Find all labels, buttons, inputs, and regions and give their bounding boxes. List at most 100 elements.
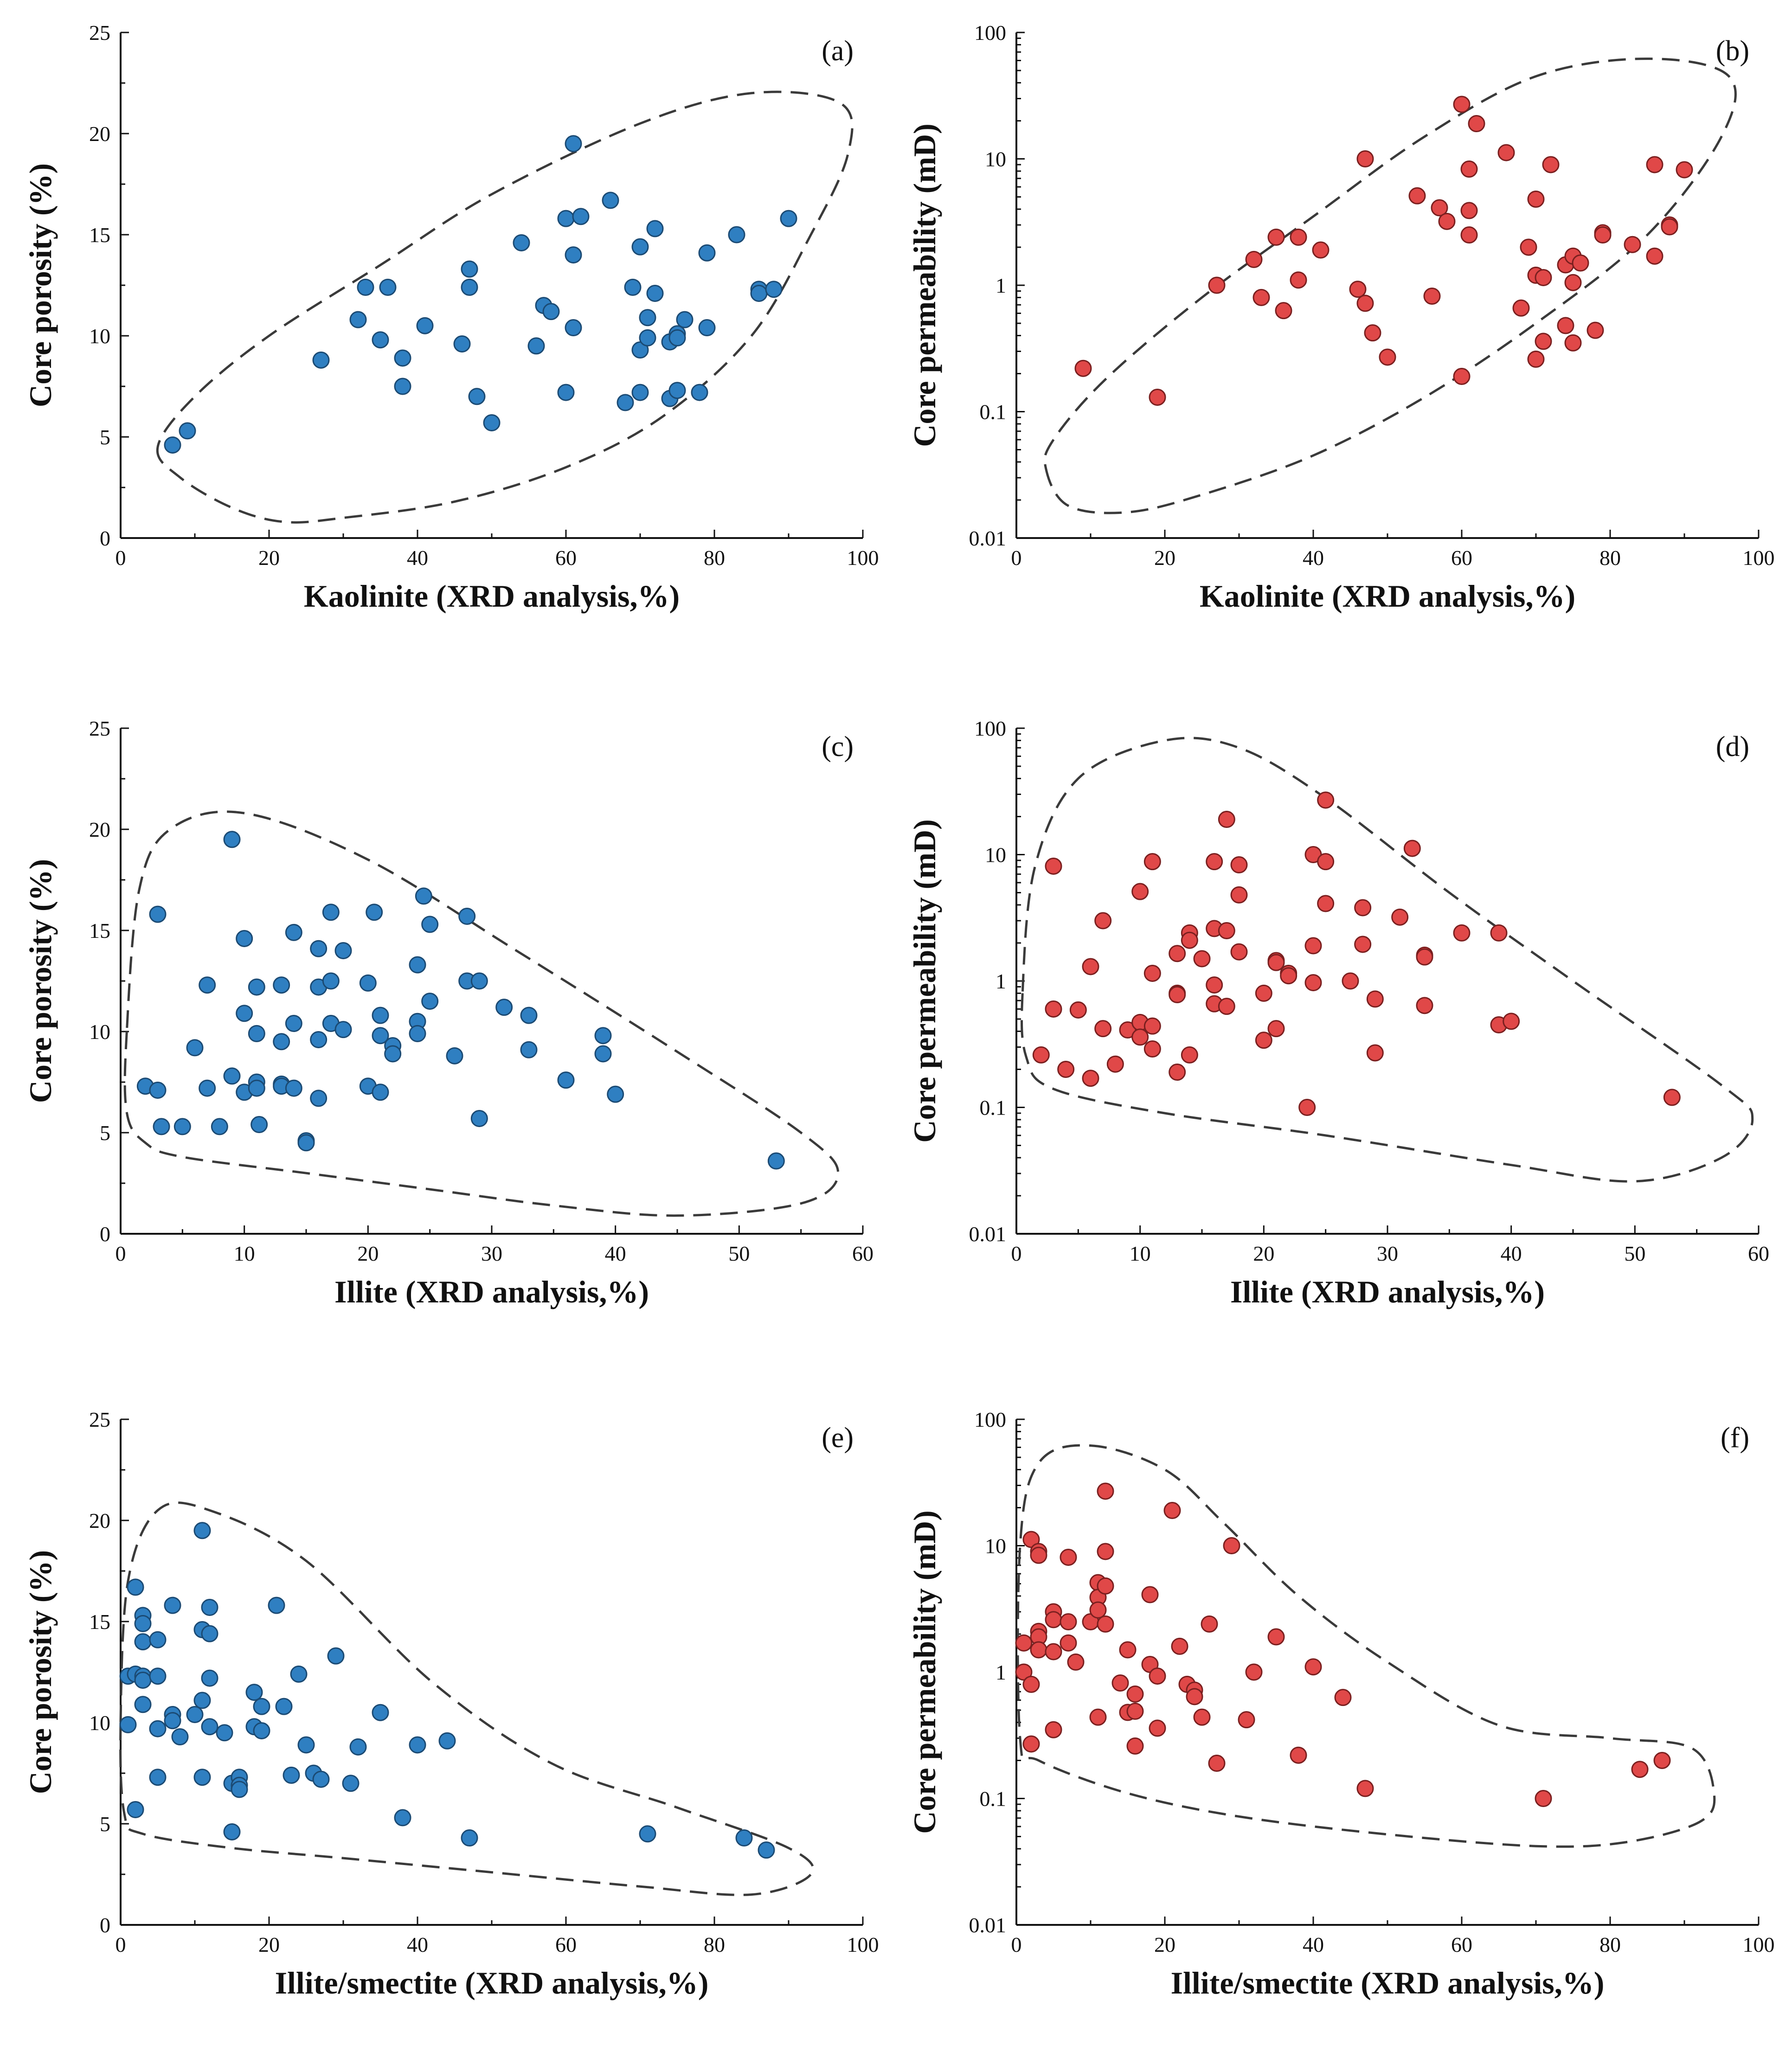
- data-point: [285, 1015, 302, 1032]
- data-point: [164, 1596, 181, 1614]
- data-point: [250, 1116, 268, 1134]
- data-point: [1126, 1685, 1144, 1703]
- data-point: [1366, 990, 1384, 1008]
- y-tick-label: 100: [974, 21, 1006, 45]
- data-point: [1206, 853, 1223, 871]
- data-point: [186, 1039, 204, 1057]
- data-point: [268, 1596, 285, 1614]
- data-point: [453, 335, 471, 353]
- data-point: [1208, 276, 1226, 294]
- y-tick-label: 1: [996, 274, 1006, 297]
- y-tick-label: 15: [89, 223, 110, 247]
- data-point: [646, 220, 664, 237]
- data-point: [297, 1134, 315, 1152]
- y-tick-label: 25: [89, 21, 110, 45]
- data-point: [334, 1021, 352, 1039]
- data-point: [416, 317, 434, 334]
- data-point: [1193, 950, 1211, 968]
- data-point: [236, 930, 253, 947]
- x-tick-label: 40: [1303, 546, 1324, 570]
- data-point: [421, 916, 439, 933]
- y-tick-label: 10: [89, 324, 110, 348]
- data-point: [1312, 241, 1330, 259]
- data-point: [312, 1770, 330, 1788]
- data-point: [248, 1079, 265, 1097]
- data-point: [1468, 115, 1485, 133]
- data-point: [342, 1775, 360, 1792]
- data-point: [470, 1109, 488, 1127]
- data-point: [1106, 1055, 1124, 1073]
- data-point: [372, 331, 389, 349]
- data-point: [149, 1667, 167, 1685]
- data-point: [1218, 922, 1235, 940]
- data-point: [624, 278, 642, 296]
- x-tick-label: 60: [555, 1933, 577, 1956]
- data-point: [1045, 1000, 1062, 1018]
- data-point: [698, 319, 716, 337]
- data-point: [273, 1033, 290, 1051]
- x-tick-label: 80: [1599, 546, 1621, 570]
- data-point: [310, 940, 328, 957]
- data-point: [1097, 1577, 1114, 1595]
- x-tick-label: 100: [847, 546, 879, 570]
- data-point: [602, 192, 619, 209]
- data-point: [1255, 984, 1272, 1002]
- data-point: [780, 210, 797, 227]
- y-tick-label: 5: [100, 1812, 110, 1836]
- y-tick-label: 1: [996, 1661, 1006, 1684]
- y-axis-title: Core permeability (mD): [907, 1510, 942, 1834]
- data-point: [372, 1083, 389, 1101]
- data-point: [1535, 333, 1552, 350]
- data-point: [1045, 1643, 1062, 1661]
- data-point: [1416, 997, 1433, 1014]
- data-point: [1290, 228, 1307, 246]
- data-point: [1460, 202, 1478, 219]
- data-point: [1304, 1658, 1322, 1676]
- data-point: [470, 972, 488, 990]
- data-point: [149, 1769, 167, 1786]
- data-point: [248, 1025, 265, 1042]
- data-point: [639, 309, 656, 327]
- data-point: [223, 831, 241, 848]
- data-point: [164, 436, 181, 454]
- envelope-outline: [156, 90, 854, 524]
- x-tick-label: 100: [1743, 546, 1775, 570]
- data-point: [297, 1736, 315, 1754]
- data-point: [1045, 857, 1062, 875]
- x-tick-label: 80: [704, 1933, 725, 1956]
- data-point: [1356, 1780, 1374, 1797]
- data-point: [372, 1027, 389, 1045]
- data-point: [211, 1118, 228, 1135]
- x-tick-label: 20: [1154, 1933, 1175, 1956]
- data-point: [527, 337, 545, 355]
- data-point: [1342, 972, 1359, 990]
- data-point: [1131, 883, 1149, 900]
- y-tick-label: 100: [974, 1408, 1006, 1431]
- data-point: [520, 1007, 538, 1024]
- data-point: [223, 1823, 241, 1840]
- data-point: [594, 1027, 612, 1045]
- data-point: [1304, 937, 1322, 955]
- data-point: [372, 1007, 389, 1024]
- y-tick-label: 20: [89, 818, 110, 841]
- data-point: [1535, 269, 1552, 286]
- data-point: [1163, 1502, 1181, 1519]
- data-point: [1060, 1548, 1077, 1566]
- data-point: [513, 234, 530, 251]
- x-tick-label: 30: [481, 1242, 502, 1265]
- data-point: [1097, 1615, 1114, 1633]
- y-tick-label: 10: [89, 1711, 110, 1735]
- data-point: [275, 1698, 293, 1715]
- data-point: [1030, 1546, 1047, 1564]
- data-point: [231, 1781, 248, 1798]
- panel-label: (d): [1716, 731, 1749, 763]
- data-point: [285, 1079, 302, 1097]
- data-point: [394, 349, 411, 367]
- data-point: [1181, 1046, 1198, 1064]
- data-point: [1423, 287, 1441, 305]
- data-point: [1503, 1013, 1520, 1030]
- data-point: [1354, 936, 1372, 953]
- data-point: [1074, 359, 1092, 377]
- data-point: [1169, 945, 1186, 962]
- data-point: [1094, 1020, 1112, 1038]
